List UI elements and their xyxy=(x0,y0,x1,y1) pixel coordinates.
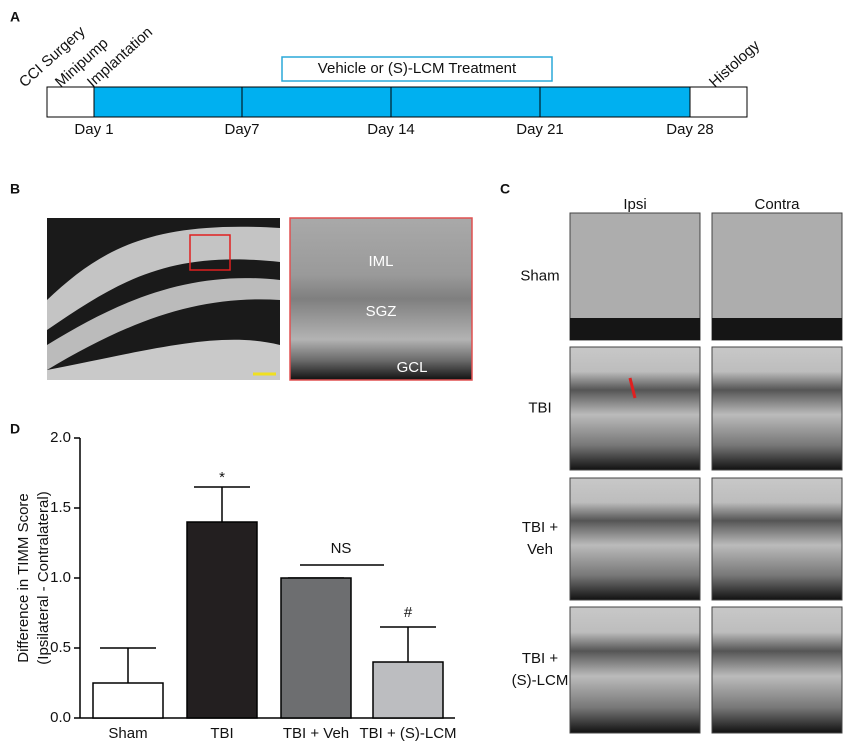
region-label: IML xyxy=(368,253,393,270)
micrograph xyxy=(569,346,701,471)
timeline xyxy=(46,56,748,118)
column-label: Contra xyxy=(754,196,800,213)
day-label: Day 21 xyxy=(516,121,564,138)
panel-letter: A xyxy=(10,9,20,25)
pre-segment xyxy=(46,86,95,118)
column-label: Ipsi xyxy=(623,196,646,213)
x-tick-label: Sham xyxy=(108,725,147,742)
y-tick-label: 0.5 xyxy=(50,639,71,656)
treatment-segment xyxy=(93,86,691,118)
micrograph xyxy=(711,606,843,734)
annotation: * xyxy=(219,469,225,486)
bar xyxy=(92,682,164,719)
cell-layer xyxy=(712,318,842,340)
y-tick-label: 2.0 xyxy=(50,429,71,446)
day-label: Day 14 xyxy=(367,121,415,138)
day-label: Day 1 xyxy=(74,121,113,138)
zoom-image xyxy=(289,217,473,381)
post-segment xyxy=(689,86,748,118)
y-tick-label: 1.0 xyxy=(50,569,71,586)
y-tick-label: 0.0 xyxy=(50,709,71,726)
arrow xyxy=(628,377,637,399)
day-label: Day7 xyxy=(224,121,259,138)
y-axis-label: Difference in TIMM Score xyxy=(15,493,32,663)
region-label: SGZ xyxy=(366,303,397,320)
x-tick-label: TBI + Veh xyxy=(283,725,349,742)
micrograph xyxy=(711,346,843,471)
treatment-label: Vehicle or (S)-LCM Treatment xyxy=(318,60,517,77)
micrograph xyxy=(711,477,843,601)
micrograph-b xyxy=(47,217,473,381)
row-label: TBI + xyxy=(522,650,559,667)
row-label: Veh xyxy=(527,541,553,558)
micrograph-grid xyxy=(569,212,843,734)
row-label: TBI xyxy=(528,399,551,416)
panel-letter: C xyxy=(500,181,510,197)
row-label: TBI + xyxy=(522,519,559,536)
bar xyxy=(186,521,258,719)
y-tick-label: 1.5 xyxy=(50,499,71,516)
zoom-box xyxy=(189,234,231,271)
bar xyxy=(280,577,352,719)
micrograph xyxy=(569,606,701,734)
event-label: Histology xyxy=(706,37,764,91)
x-tick-label: TBI xyxy=(210,725,233,742)
treatment-box xyxy=(281,56,553,82)
tissue-band xyxy=(47,226,280,330)
y-axis-label: (Ipsilateral - Contralateral) xyxy=(35,491,52,664)
tissue-band xyxy=(47,339,280,380)
panel-letter: D xyxy=(10,421,20,437)
day-label: Day 28 xyxy=(666,121,714,138)
cell-layer xyxy=(570,318,700,340)
micrograph xyxy=(569,477,701,601)
annotation: NS xyxy=(331,540,352,557)
row-label: Sham xyxy=(520,267,559,284)
bar xyxy=(372,661,444,719)
row-label: (S)-LCM xyxy=(512,672,569,689)
x-tick-label: TBI + (S)-LCM xyxy=(359,725,456,742)
tissue-band xyxy=(47,278,280,370)
annotation: # xyxy=(404,604,413,621)
panel-letter: B xyxy=(10,181,20,197)
region-label: GCL xyxy=(397,359,428,376)
